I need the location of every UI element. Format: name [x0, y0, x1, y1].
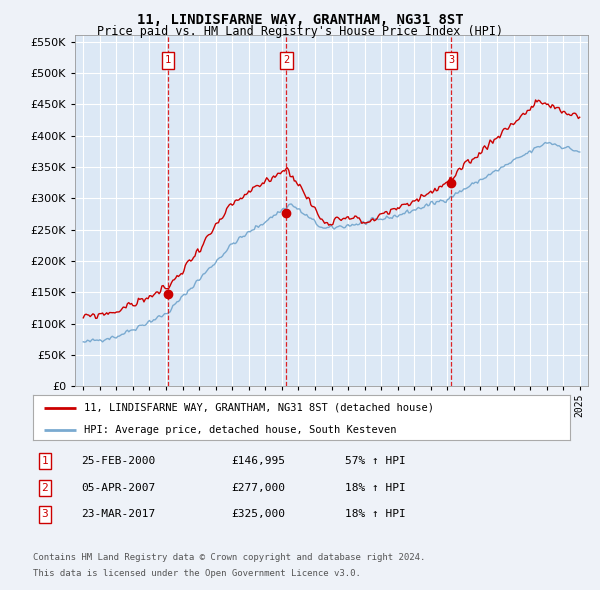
Text: 3: 3	[448, 55, 454, 65]
Text: 23-MAR-2017: 23-MAR-2017	[81, 510, 155, 519]
Text: 3: 3	[41, 510, 49, 519]
Text: HPI: Average price, detached house, South Kesteven: HPI: Average price, detached house, Sout…	[84, 425, 397, 435]
Text: This data is licensed under the Open Government Licence v3.0.: This data is licensed under the Open Gov…	[33, 569, 361, 578]
Text: 18% ↑ HPI: 18% ↑ HPI	[345, 510, 406, 519]
Text: 2: 2	[283, 55, 289, 65]
Text: 18% ↑ HPI: 18% ↑ HPI	[345, 483, 406, 493]
Text: 57% ↑ HPI: 57% ↑ HPI	[345, 457, 406, 466]
Text: Price paid vs. HM Land Registry's House Price Index (HPI): Price paid vs. HM Land Registry's House …	[97, 25, 503, 38]
Text: Contains HM Land Registry data © Crown copyright and database right 2024.: Contains HM Land Registry data © Crown c…	[33, 553, 425, 562]
Text: 11, LINDISFARNE WAY, GRANTHAM, NG31 8ST: 11, LINDISFARNE WAY, GRANTHAM, NG31 8ST	[137, 13, 463, 27]
Text: 11, LINDISFARNE WAY, GRANTHAM, NG31 8ST (detached house): 11, LINDISFARNE WAY, GRANTHAM, NG31 8ST …	[84, 403, 434, 412]
Text: 1: 1	[165, 55, 171, 65]
Text: 25-FEB-2000: 25-FEB-2000	[81, 457, 155, 466]
Text: 2: 2	[41, 483, 49, 493]
Text: 1: 1	[41, 457, 49, 466]
Text: £325,000: £325,000	[231, 510, 285, 519]
Text: £277,000: £277,000	[231, 483, 285, 493]
Text: 05-APR-2007: 05-APR-2007	[81, 483, 155, 493]
Text: £146,995: £146,995	[231, 457, 285, 466]
